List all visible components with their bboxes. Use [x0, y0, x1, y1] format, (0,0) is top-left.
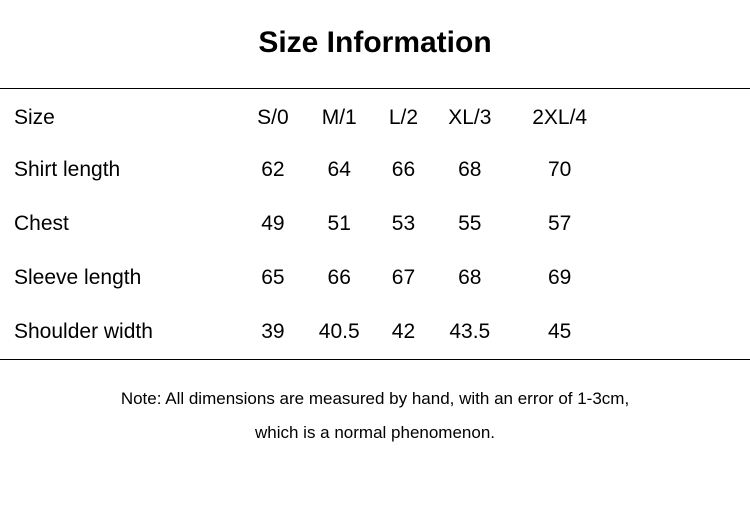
table-cell: 68 — [430, 143, 509, 197]
spacer — [610, 143, 750, 197]
col-header: XL/3 — [430, 89, 509, 143]
table-cell: 68 — [430, 251, 509, 305]
table-cell: 43.5 — [430, 305, 509, 359]
table-cell: 66 — [377, 143, 431, 197]
table-cell: 70 — [509, 143, 610, 197]
spacer — [610, 305, 750, 359]
table-row: Sleeve length 65 66 67 68 69 — [0, 251, 750, 305]
table-row: Chest 49 51 53 55 57 — [0, 197, 750, 251]
table-header-row: Size S/0 M/1 L/2 XL/3 2XL/4 — [0, 89, 750, 143]
spacer — [610, 89, 750, 143]
size-table: Size S/0 M/1 L/2 XL/3 2XL/4 Shirt length… — [0, 89, 750, 359]
page-title: Size Information — [0, 26, 750, 60]
col-header: S/0 — [244, 89, 302, 143]
table-cell: 40.5 — [302, 305, 377, 359]
col-header: 2XL/4 — [509, 89, 610, 143]
row-label: Chest — [0, 197, 244, 251]
col-header: M/1 — [302, 89, 377, 143]
table-cell: 55 — [430, 197, 509, 251]
table-cell: 49 — [244, 197, 302, 251]
table-row: Shirt length 62 64 66 68 70 — [0, 143, 750, 197]
page-container: Size Information Size S/0 M/1 L/2 XL/3 2… — [0, 0, 750, 516]
table-cell: 64 — [302, 143, 377, 197]
row-label: Sleeve length — [0, 251, 244, 305]
table-cell: 53 — [377, 197, 431, 251]
table-cell: 65 — [244, 251, 302, 305]
row-label: Shirt length — [0, 143, 244, 197]
table-cell: 57 — [509, 197, 610, 251]
table-cell: 39 — [244, 305, 302, 359]
table-row: Shoulder width 39 40.5 42 43.5 45 — [0, 305, 750, 359]
table-cell: 42 — [377, 305, 431, 359]
spacer — [610, 197, 750, 251]
table-cell: 45 — [509, 305, 610, 359]
table-cell: 69 — [509, 251, 610, 305]
footnote-line: which is a normal phenomenon. — [255, 423, 495, 442]
spacer — [610, 251, 750, 305]
table-cell: 66 — [302, 251, 377, 305]
footnote-line: Note: All dimensions are measured by han… — [121, 389, 629, 408]
table-cell: 51 — [302, 197, 377, 251]
row-label: Shoulder width — [0, 305, 244, 359]
table-cell: 62 — [244, 143, 302, 197]
header-label: Size — [0, 89, 244, 143]
col-header: L/2 — [377, 89, 431, 143]
table-cell: 67 — [377, 251, 431, 305]
divider-bottom — [0, 359, 750, 360]
footnote: Note: All dimensions are measured by han… — [0, 382, 750, 450]
